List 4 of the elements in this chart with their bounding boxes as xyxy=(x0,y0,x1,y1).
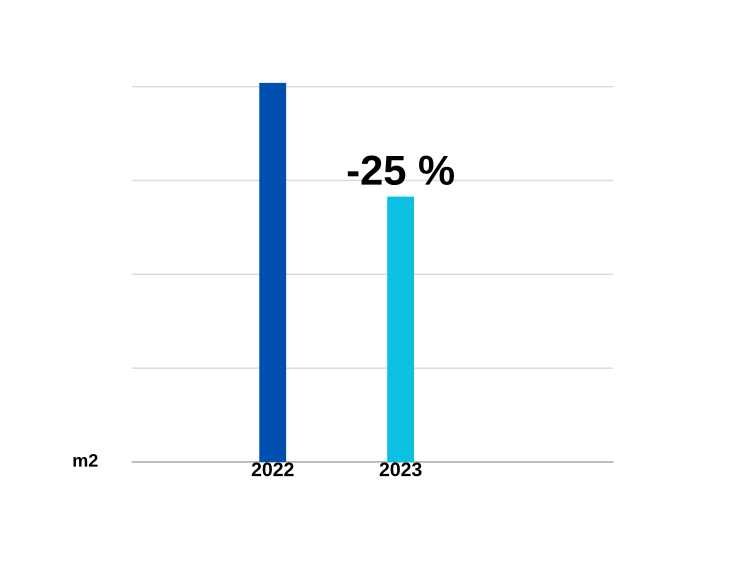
text: m2 xyxy=(73,454,98,467)
annotation: -25 % xyxy=(348,156,454,186)
x-tick-label: 2022 xyxy=(252,462,294,476)
x-tick-label: 2023 xyxy=(380,462,422,476)
